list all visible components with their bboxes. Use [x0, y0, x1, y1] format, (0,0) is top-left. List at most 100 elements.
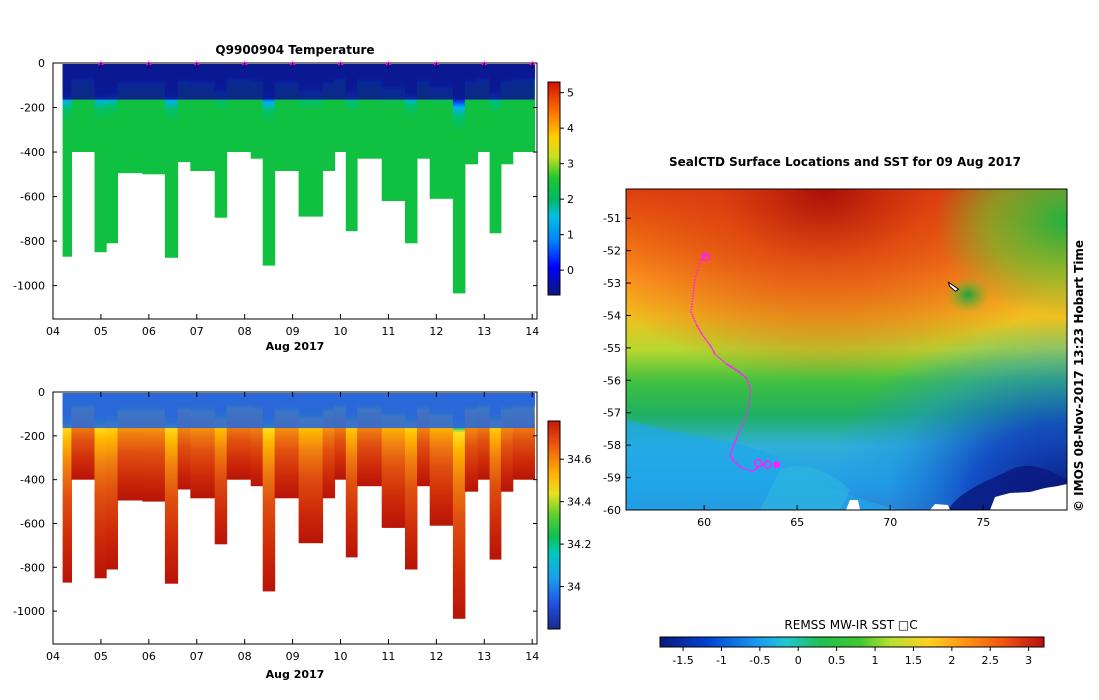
- track-point: [721, 359, 724, 362]
- seal-track: [690, 252, 960, 472]
- profile-column: [94, 393, 107, 579]
- track-point: [730, 450, 733, 453]
- profile-column: [298, 64, 312, 217]
- track-point: [744, 416, 746, 418]
- profile-column: [489, 64, 502, 234]
- track-point: [751, 470, 754, 472]
- map-y-axis: -51 -52 -53 -54 -55 -56 -57 -58 -59 -60: [603, 212, 631, 517]
- track-point: [699, 259, 702, 262]
- y-tick-label: 0: [38, 386, 45, 399]
- track-point: [692, 295, 694, 297]
- map-y-tick-label: -58: [603, 439, 621, 452]
- map-title: SealCTD Surface Locations and SST for 09…: [669, 155, 1021, 169]
- sst-colorbar-tick-label: 0.5: [828, 654, 846, 667]
- x-tick-label: 13: [477, 650, 491, 663]
- track-point: [696, 325, 699, 328]
- track-point: [746, 377, 748, 380]
- track-point: [693, 320, 696, 322]
- temperature-title: Q9900904 Temperature: [215, 43, 374, 57]
- y-tick-label: -800: [20, 235, 45, 248]
- y-tick-label: -1000: [13, 605, 45, 618]
- track-point: [740, 425, 743, 428]
- y-tick-label: -800: [20, 561, 45, 574]
- track-point: [732, 445, 735, 448]
- track-point: [740, 466, 743, 469]
- track-point: [710, 347, 713, 349]
- profile-column: [106, 393, 118, 570]
- y-tick-label: -600: [20, 517, 45, 530]
- track-point: [697, 265, 700, 268]
- track-point: [747, 383, 750, 386]
- track-point: [747, 469, 750, 471]
- sst-map-panel: SealCTD Surface Locations and SST for 09…: [603, 155, 1086, 667]
- profile-column: [106, 64, 118, 244]
- track-point: [700, 332, 703, 335]
- track-point: [731, 447, 734, 450]
- track-point: [736, 369, 738, 372]
- x-tick-label: 11: [381, 650, 395, 663]
- profile-column: [441, 393, 454, 526]
- track-point: [712, 350, 715, 352]
- x-tick-label: 07: [190, 650, 204, 663]
- colorbar-tick-label: 1: [567, 229, 574, 242]
- sst-colorbar-tick-label: 2.5: [981, 654, 999, 667]
- profile-column: [142, 64, 155, 175]
- track-point: [698, 262, 701, 265]
- salinity-xlabel: Aug 2017: [266, 668, 325, 681]
- profile-column: [489, 393, 502, 560]
- track-point: [749, 394, 751, 397]
- colorbar-tick-label: 0: [567, 264, 574, 277]
- track-point: [708, 343, 711, 346]
- track-point: [706, 340, 709, 343]
- track-point: [737, 432, 740, 435]
- track-point: [703, 337, 706, 340]
- profile-column: [153, 393, 166, 502]
- profile-column: [262, 64, 276, 266]
- map-x-tick-label: 75: [976, 516, 990, 529]
- track-point: [692, 292, 695, 295]
- colorbar-tick-label: 3: [567, 158, 574, 171]
- salinity-colorbar-ticks: 34.6 34.4 34.2 34: [560, 453, 592, 594]
- profile-column: [452, 64, 466, 294]
- track-point: [747, 381, 750, 384]
- track-point: [690, 308, 693, 311]
- track-point: [741, 423, 744, 426]
- track-point: [733, 460, 735, 463]
- map-x-tick-label: 60: [697, 516, 711, 529]
- y-tick-label: -200: [20, 102, 45, 115]
- temperature-x-axis: 04 05 06 07 08 09 10 11 12 13 14: [46, 63, 539, 338]
- x-tick-label: 08: [238, 325, 252, 338]
- track-marker: [753, 458, 763, 468]
- profile-column: [71, 393, 83, 480]
- track-point: [691, 303, 693, 305]
- track-point: [735, 437, 738, 440]
- colorbar-tick-label: 34.6: [567, 453, 592, 466]
- track-point: [692, 315, 694, 318]
- salinity-panel: 0 -200 -400 -600 -800 -1000 04 05 06 07 08 09 10 11 1…: [13, 386, 591, 681]
- track-point: [739, 428, 742, 430]
- track-point: [736, 463, 739, 466]
- track-point: [748, 397, 751, 399]
- map-y-tick-label: -54: [603, 309, 621, 322]
- track-point: [743, 418, 746, 421]
- x-tick-label: 09: [286, 325, 300, 338]
- track-point: [734, 441, 737, 443]
- track-point: [693, 281, 696, 284]
- profile-column: [262, 393, 276, 592]
- profile-column: [334, 64, 347, 152]
- map-x-tick-label: 70: [883, 516, 897, 529]
- track-point: [690, 305, 693, 308]
- profile-column: [345, 64, 358, 232]
- x-tick-label: 10: [334, 650, 348, 663]
- imos-credit: © IMOS 08-Nov-2017 13:23 Hobart Time: [1072, 240, 1086, 512]
- track-point: [746, 468, 748, 471]
- track-point: [733, 368, 736, 370]
- profile-column: [62, 393, 72, 583]
- track-point: [718, 356, 720, 359]
- track-point: [741, 373, 743, 376]
- sst-colorbar-tick-label: -1: [716, 654, 727, 667]
- sst-colorbar-tick-label: 3: [1025, 654, 1032, 667]
- track-point: [744, 376, 747, 379]
- sst-field: [626, 189, 1067, 510]
